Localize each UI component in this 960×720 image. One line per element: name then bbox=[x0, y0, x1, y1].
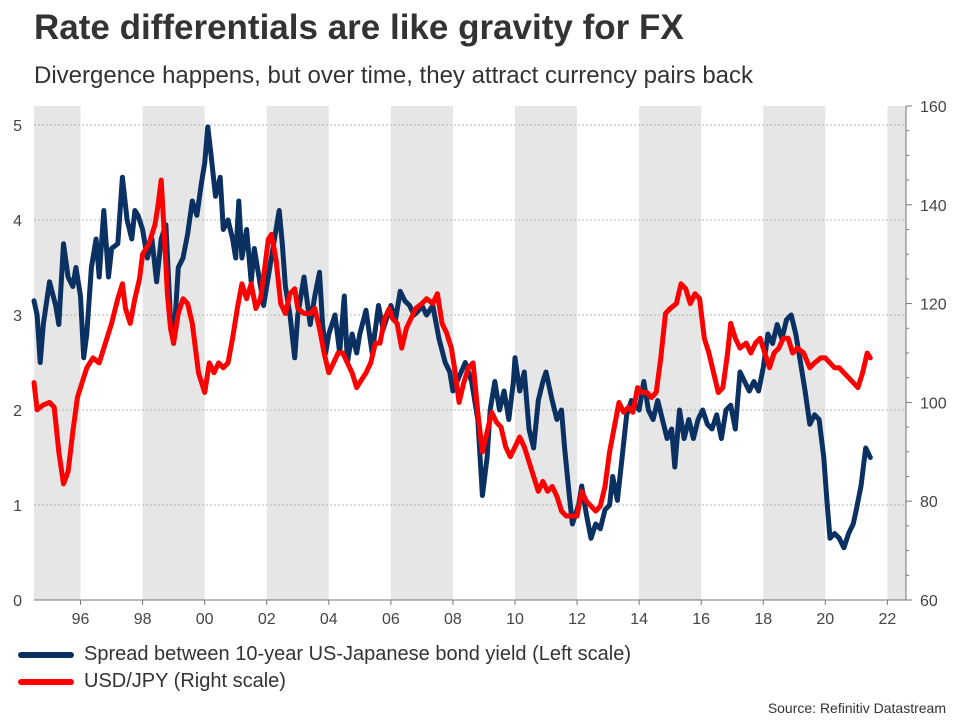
shaded-band-2 bbox=[266, 106, 329, 600]
x-axis-ticks: 96 98 00 02 04 06 08 10 12 14 16 18 20 22 bbox=[72, 600, 896, 628]
right-tick-label-140: 140 bbox=[920, 198, 947, 215]
series-line-usdjpy bbox=[31, 177, 873, 519]
right-tick-label-100: 100 bbox=[920, 395, 947, 412]
left-tick-label-2: 2 bbox=[13, 403, 22, 420]
source-note: Source: Refinitiv Datastream bbox=[767, 700, 946, 716]
series-lines bbox=[31, 124, 873, 551]
x-tick-label-98: 98 bbox=[134, 611, 152, 628]
x-tick-label-06: 06 bbox=[382, 611, 400, 628]
legend-label-usdjpy: USD/JPY (Right scale) bbox=[84, 670, 286, 692]
x-tick-label-16: 16 bbox=[692, 611, 710, 628]
left-tick-label-4: 4 bbox=[13, 213, 22, 230]
legend-swatch-usdjpy bbox=[18, 678, 74, 685]
left-tick-label-5: 5 bbox=[13, 118, 22, 135]
legend-label-spread: Spread between 10-year US-Japanese bond … bbox=[84, 643, 631, 665]
chart-subtitle: Divergence happens, but over time, they … bbox=[34, 62, 754, 89]
shaded-band-5 bbox=[639, 106, 702, 600]
x-tick-label-18: 18 bbox=[754, 611, 772, 628]
x-tick-label-12: 12 bbox=[568, 611, 586, 628]
x-tick-label-22: 22 bbox=[878, 611, 896, 628]
left-tick-label-1: 1 bbox=[13, 498, 22, 515]
x-tick-label-96: 96 bbox=[72, 611, 90, 628]
x-tick-label-10: 10 bbox=[506, 611, 524, 628]
right-tick-label-60: 60 bbox=[920, 593, 938, 610]
x-tick-label-14: 14 bbox=[630, 611, 648, 628]
legend-swatch-spread bbox=[18, 651, 74, 658]
legend-item-usdjpy: USD/JPY (Right scale) bbox=[18, 670, 286, 693]
left-tick-label-3: 3 bbox=[13, 308, 22, 325]
left-tick-label-0: 0 bbox=[13, 593, 22, 610]
right-tick-label-160: 160 bbox=[920, 99, 947, 116]
x-tick-label-02: 02 bbox=[258, 611, 276, 628]
x-tick-label-00: 00 bbox=[196, 611, 214, 628]
right-axis-ticks: 60 80 100 120 140 160 bbox=[906, 99, 947, 610]
x-tick-label-20: 20 bbox=[816, 611, 834, 628]
right-tick-label-80: 80 bbox=[920, 494, 938, 511]
x-tick-label-08: 08 bbox=[444, 611, 462, 628]
left-axis-ticks: 0 1 2 3 4 5 bbox=[13, 118, 22, 610]
shaded-band-7 bbox=[887, 106, 906, 600]
right-tick-label-120: 120 bbox=[920, 297, 947, 314]
x-tick-label-04: 04 bbox=[320, 611, 338, 628]
chart-title: Rate differentials are like gravity for … bbox=[34, 8, 684, 47]
shaded-band-4 bbox=[514, 106, 578, 600]
legend-item-spread: Spread between 10-year US-Japanese bond … bbox=[18, 643, 631, 666]
